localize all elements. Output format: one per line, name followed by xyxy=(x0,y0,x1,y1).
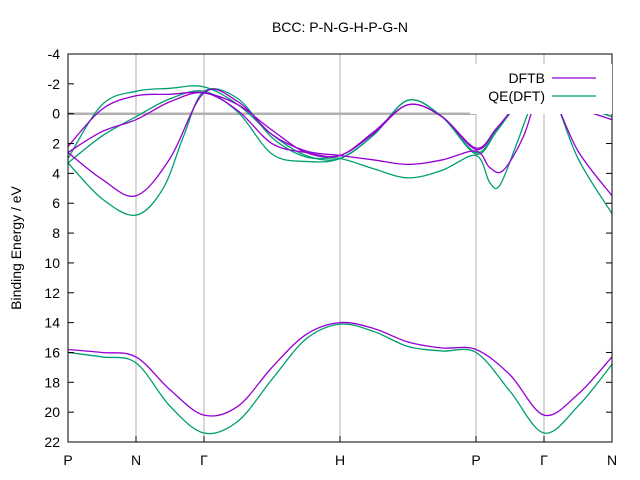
y-tick-label: 14 xyxy=(44,315,60,331)
x-tick-label: N xyxy=(131,452,141,468)
x-tick-label: N xyxy=(607,452,617,468)
y-tick-label: -2 xyxy=(48,76,61,92)
legend-label-qe-dft: QE(DFT) xyxy=(488,88,545,104)
x-tick-label: Γ xyxy=(200,452,208,468)
y-tick-label: 8 xyxy=(52,225,60,241)
chart-title: BCC: P-N-G-H-P-G-N xyxy=(272,19,408,35)
y-tick-label: 12 xyxy=(44,285,60,301)
x-tick-label: P xyxy=(471,452,480,468)
y-tick-label: 0 xyxy=(52,106,60,122)
legend: DFTB QE(DFT) xyxy=(470,64,612,114)
series-dftb-band-1 xyxy=(68,321,612,417)
x-tick-label: H xyxy=(335,452,345,468)
y-tick-label: 10 xyxy=(44,255,60,271)
x-tick-label: Γ xyxy=(540,452,548,468)
y-tick-label: 20 xyxy=(44,404,60,420)
legend-background xyxy=(470,64,612,114)
y-tick-label: 2 xyxy=(52,136,60,152)
x-tick-label: P xyxy=(63,452,72,468)
y-axis: -4 -2 0 2 4 6 8 10 12 14 16 18 20 22 xyxy=(44,46,612,450)
legend-label-dftb: DFTB xyxy=(508,70,545,86)
y-tick-label: 4 xyxy=(52,165,60,181)
y-tick-label: 22 xyxy=(44,434,60,450)
y-tick-label: -4 xyxy=(48,46,61,62)
grid-layer xyxy=(135,54,545,442)
y-tick-label: 18 xyxy=(44,374,60,390)
y-axis-label: Binding Energy / eV xyxy=(8,185,24,309)
y-tick-label: 6 xyxy=(52,195,60,211)
series-qe-dft-band-1 xyxy=(68,323,612,435)
y-tick-label: 16 xyxy=(44,344,60,360)
